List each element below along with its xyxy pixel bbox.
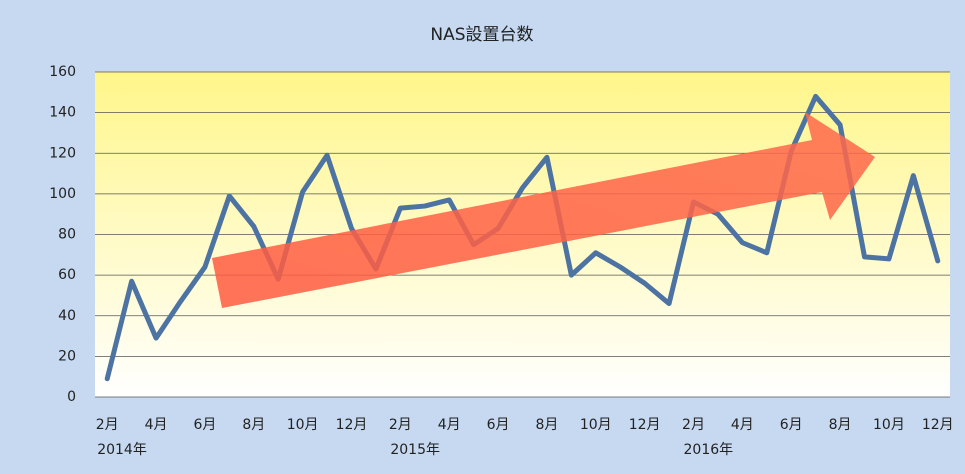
year-label: 2014年 [97,442,147,458]
x-tick-label: 12月 [336,417,368,433]
y-tick-label: 160 [49,64,76,80]
x-tick-label: 6月 [780,417,803,433]
x-tick-label: 4月 [731,417,754,433]
x-tick-label: 6月 [193,417,216,433]
trend-arrow [212,112,875,308]
y-tick-label: 0 [67,389,76,405]
data-line [104,93,941,382]
y-tick-label: 120 [49,145,76,161]
y-tick-label: 100 [49,186,76,202]
x-tick-label: 6月 [487,417,510,433]
year-label: 2016年 [684,442,734,458]
year-label: 2015年 [390,442,440,458]
x-tick-label: 2月 [682,417,705,433]
x-tick-label: 8月 [535,417,558,433]
x-tick-label: 4月 [438,417,461,433]
x-tick-label: 8月 [829,417,852,433]
x-tick-label: 12月 [922,417,954,433]
x-tick-label: 10月 [873,417,905,433]
x-tick-label: 12月 [629,417,661,433]
x-tick-label: 2月 [96,417,119,433]
x-tick-label: 4月 [145,417,168,433]
x-tick-label: 2月 [389,417,412,433]
y-tick-label: 20 [58,348,76,364]
y-tick-label: 140 [49,105,76,121]
chart-title: NAS設置台数 [430,25,533,45]
y-tick-label: 40 [58,308,76,324]
y-tick-label: 60 [58,267,76,283]
x-tick-label: 10月 [287,417,319,433]
x-tick-label: 8月 [242,417,265,433]
x-tick-label: 10月 [580,417,612,433]
y-tick-label: 80 [58,227,76,243]
